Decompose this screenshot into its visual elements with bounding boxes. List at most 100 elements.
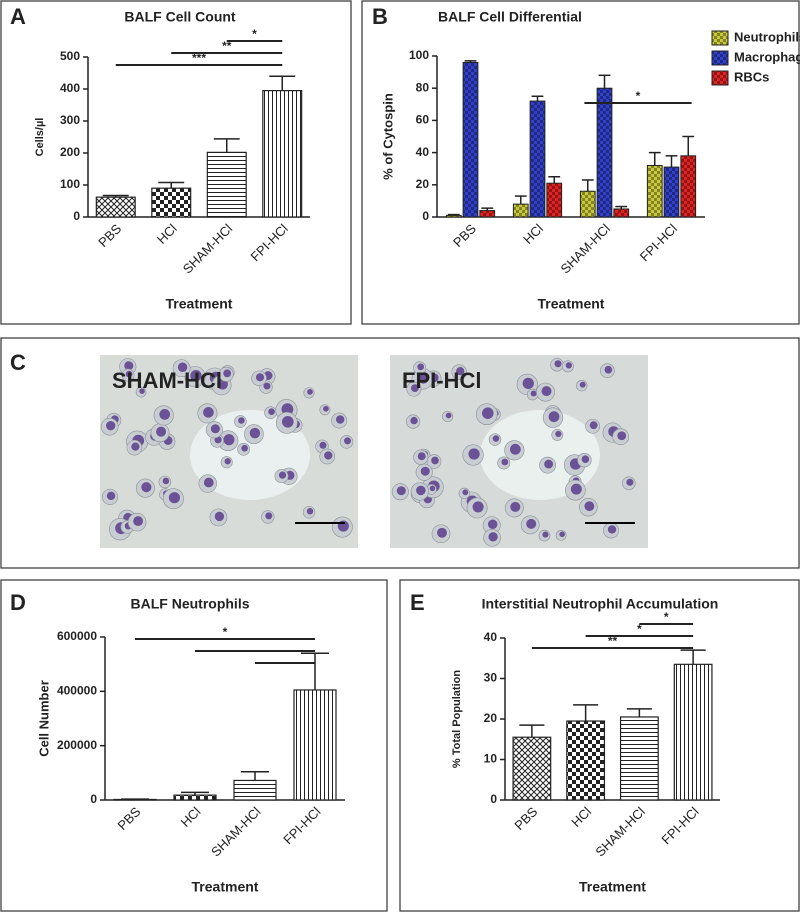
panel-label: E	[410, 590, 425, 615]
x-axis-label: Treatment	[192, 879, 259, 895]
error-bar	[514, 195, 527, 205]
nucleus	[431, 456, 439, 465]
nucleus	[335, 415, 345, 424]
nucleus	[544, 459, 554, 469]
error-bar	[573, 704, 599, 722]
nucleus	[417, 452, 426, 461]
bar	[673, 663, 713, 801]
bar	[546, 182, 563, 218]
panel-frame	[0, 337, 800, 569]
significance-label: *	[223, 625, 228, 639]
x-tick-label: PBS	[450, 221, 479, 250]
nucleus	[344, 437, 352, 445]
y-tick-label: 40	[484, 630, 498, 644]
nucleus	[417, 363, 425, 371]
panel-label: B	[372, 4, 388, 29]
nucleus	[416, 485, 426, 496]
nucleus	[530, 390, 537, 397]
y-axis-label: Cell Number	[36, 680, 51, 757]
error-bar	[531, 95, 544, 102]
nucleus	[565, 362, 572, 369]
nucleus	[604, 365, 613, 374]
nucleus	[554, 360, 562, 368]
x-tick-label: PBS	[95, 221, 124, 250]
nucleus	[410, 416, 418, 425]
nucleus	[241, 444, 248, 452]
x-tick-label: HCl	[568, 804, 594, 830]
nucleus	[488, 532, 498, 542]
nucleus	[168, 492, 181, 504]
y-tick-label: 60	[416, 113, 430, 127]
x-tick-label: FPI-HCl	[280, 804, 323, 847]
nucleus	[263, 382, 271, 390]
nucleus	[278, 471, 287, 479]
legend-swatch	[711, 70, 729, 86]
error-bar	[519, 724, 545, 738]
x-tick-label: PBS	[115, 804, 144, 833]
nucleus	[559, 531, 565, 538]
legend-swatch	[711, 30, 729, 46]
bar	[95, 196, 136, 218]
nucleus	[133, 516, 144, 527]
nucleus	[323, 405, 329, 412]
x-tick-label: FPI-HCl	[248, 221, 291, 264]
panel-frame	[361, 0, 800, 325]
nucleus	[223, 369, 232, 378]
y-axis-label: % of Cytospin	[380, 93, 395, 180]
panel-label: C	[10, 350, 26, 375]
nucleus	[324, 451, 333, 460]
nucleus	[396, 486, 406, 496]
nucleus	[417, 372, 430, 384]
nucleus	[106, 420, 116, 431]
bar	[680, 155, 697, 218]
significance-label: **	[222, 39, 232, 53]
nucleus	[555, 430, 562, 437]
error-bar	[102, 194, 129, 198]
bar	[462, 61, 479, 218]
error-bar	[301, 652, 329, 690]
nucleus	[584, 501, 595, 512]
error-bar	[598, 74, 611, 89]
y-tick-label: 500	[60, 49, 80, 63]
nucleus	[214, 511, 225, 522]
nucleus	[190, 369, 202, 382]
bar	[596, 87, 613, 218]
y-tick-label: 400	[60, 81, 80, 95]
nucleus	[319, 441, 327, 449]
nucleus	[626, 478, 634, 486]
nucleus	[124, 361, 134, 371]
y-tick-label: 200	[60, 145, 80, 159]
nucleus	[482, 407, 494, 419]
y-tick-label: 10	[484, 752, 498, 766]
nucleus	[420, 466, 430, 476]
nucleus	[429, 485, 436, 492]
y-tick-label: 0	[422, 209, 429, 223]
chart-title: BALF Neutrophils	[131, 596, 250, 612]
x-tick-label: HCl	[520, 221, 546, 247]
nucleus	[472, 501, 484, 513]
nucleus	[203, 407, 214, 418]
nucleus	[492, 435, 500, 442]
error-bar	[581, 179, 594, 192]
x-tick-label: SHAM-HCl	[180, 221, 236, 277]
significance-label: *	[637, 622, 642, 636]
nucleus	[162, 477, 170, 485]
nucleus	[541, 386, 552, 397]
chart-title: BALF Cell Count	[124, 9, 236, 25]
bar	[206, 151, 247, 218]
nucleus	[526, 518, 537, 529]
nucleus	[268, 408, 275, 416]
y-tick-label: 100	[60, 177, 80, 191]
x-axis-label: Treatment	[538, 296, 605, 312]
panel-label: A	[10, 4, 26, 29]
y-tick-label: 20	[484, 711, 498, 725]
nucleus	[468, 448, 480, 460]
nucleus	[509, 443, 521, 455]
nucleus	[462, 489, 469, 496]
bar	[613, 208, 630, 218]
nucleus	[456, 367, 465, 376]
x-tick-label: HCl	[154, 221, 180, 247]
nucleus	[255, 373, 265, 382]
panel-frame	[399, 579, 800, 912]
